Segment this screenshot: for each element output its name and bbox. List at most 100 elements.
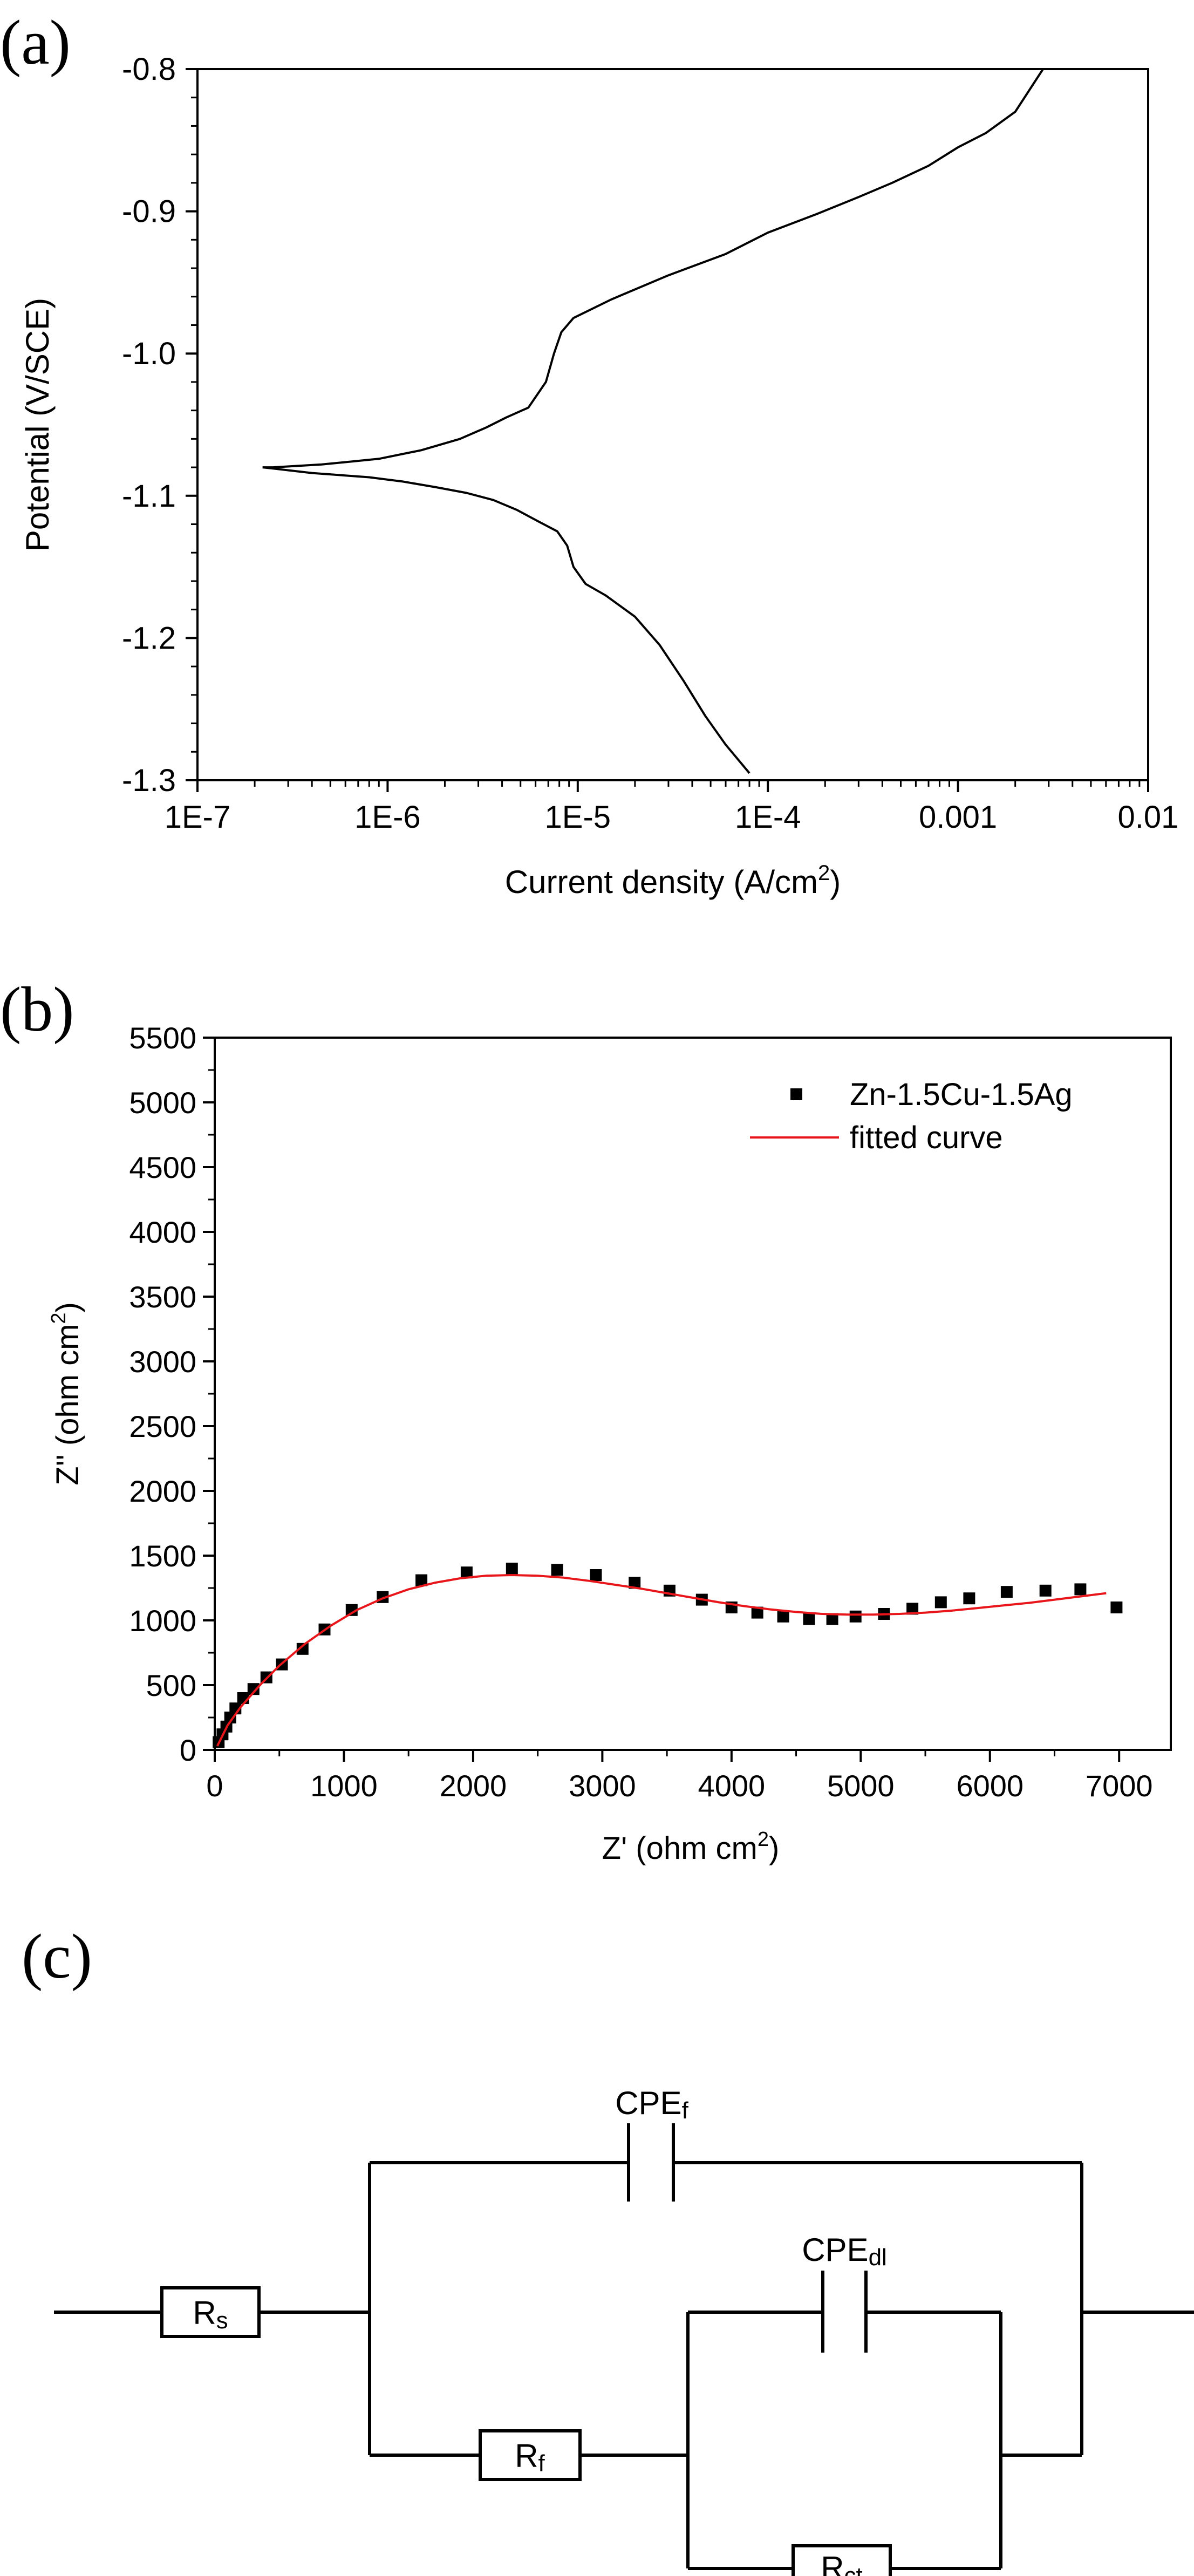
chart-b-data-point bbox=[224, 1712, 236, 1723]
chart-a-ytick-label: -1.0 bbox=[122, 336, 176, 371]
legend-marker-data bbox=[790, 1088, 802, 1100]
chart-b-xtick-label: 3000 bbox=[569, 1769, 636, 1803]
chart-b-xtick-label: 0 bbox=[206, 1769, 223, 1803]
chart-b-ytick-label: 3500 bbox=[129, 1280, 196, 1314]
panel-c-label: (c) bbox=[22, 1921, 92, 1992]
chart-b-xtick-label: 2000 bbox=[440, 1769, 507, 1803]
chart-b-data-point bbox=[247, 1683, 260, 1695]
chart-b-xtick-label: 4000 bbox=[698, 1769, 766, 1803]
chart-a-ytick-label: -0.8 bbox=[122, 52, 176, 87]
chart-a-xtick-label: 1E-7 bbox=[165, 800, 231, 835]
chart-b-ylabel-sup: 2 bbox=[47, 1312, 70, 1324]
chart-b-data-point bbox=[1074, 1583, 1087, 1596]
chart-b-ytick-label: 0 bbox=[180, 1733, 196, 1767]
chart-b-frame bbox=[214, 1037, 1172, 1751]
chart-b-xlabel-main: Z' (ohm cm bbox=[602, 1831, 758, 1866]
chart-b-ytick-label: 1500 bbox=[129, 1539, 196, 1573]
label-rf-sub: f bbox=[538, 2450, 545, 2477]
chart-b-data-point bbox=[849, 1610, 862, 1623]
chart-b-ytick-label: 500 bbox=[146, 1668, 196, 1702]
chart-a-xtick-label: 1E-6 bbox=[354, 800, 421, 835]
equivalent-circuit bbox=[54, 2123, 1194, 2576]
chart-a-xtick-label: 0.001 bbox=[919, 800, 997, 835]
chart-b-ytick-label: 3000 bbox=[129, 1345, 196, 1379]
label-rf-main: R bbox=[515, 2438, 538, 2474]
chart-b-ytick-label: 2000 bbox=[129, 1474, 196, 1508]
chart-b-data-point bbox=[906, 1603, 919, 1615]
legend-label-fit: fitted curve bbox=[850, 1120, 1003, 1155]
chart-a-ytick-label: -1.2 bbox=[122, 621, 176, 656]
chart-b-data-point bbox=[551, 1564, 563, 1576]
chart-a-ytick-label: -0.9 bbox=[122, 194, 176, 229]
chart-b-data-point bbox=[415, 1574, 428, 1586]
chart-b-ytick-label: 2500 bbox=[129, 1409, 196, 1443]
label-rct-sub: ct bbox=[844, 2563, 863, 2576]
chart-b-data-point bbox=[629, 1577, 641, 1589]
chart-b-data-point bbox=[345, 1604, 358, 1616]
chart-a-xlabel-main: Current density (A/cm bbox=[505, 864, 818, 900]
chart-b-legend: Zn-1.5Cu-1.5Ag fitted curve bbox=[750, 1077, 1073, 1155]
chart-b-series bbox=[213, 1563, 1123, 1748]
nyquist-chart: 0 1000 2000 3000 4000 5000 6000 7000 0 500 1000 150… bbox=[47, 1021, 1172, 1866]
chart-b-xlabel: Z' (ohm cm2) bbox=[602, 1828, 780, 1866]
chart-b-data-point bbox=[826, 1613, 838, 1625]
chart-a-ytick-label: -1.1 bbox=[122, 479, 176, 514]
chart-b-xtick-label: 7000 bbox=[1086, 1769, 1153, 1803]
label-rs-sub: s bbox=[216, 2307, 228, 2334]
chart-b-xlabel-sup: 2 bbox=[758, 1828, 769, 1851]
chart-b-ytick-label: 5000 bbox=[129, 1086, 196, 1120]
chart-b-ylabel-main: Z'' (ohm cm bbox=[50, 1324, 85, 1485]
panel-a-label: (a) bbox=[0, 7, 71, 78]
chart-a-xtick-label: 0.01 bbox=[1118, 800, 1179, 835]
label-rs-main: R bbox=[193, 2295, 216, 2331]
chart-b-ytick-label: 1000 bbox=[129, 1604, 196, 1638]
label-rs: Rs bbox=[193, 2295, 228, 2334]
label-cpe-f-sub: f bbox=[682, 2097, 689, 2124]
chart-b-data-point bbox=[1039, 1584, 1052, 1597]
chart-a-xlabel-tail: ) bbox=[830, 864, 841, 900]
chart-a-ylabel: Potential (V/SCE) bbox=[19, 298, 56, 551]
chart-a-ticks: 1E-7 1E-6 1E-5 1E-4 0.001 0.01 -1.3 -1.2 -1.1 -1.… bbox=[122, 52, 1178, 835]
chart-b-data-point bbox=[296, 1643, 309, 1655]
chart-b-ytick-label: 4000 bbox=[129, 1215, 196, 1249]
label-cpe-f: CPEf bbox=[615, 2085, 688, 2124]
chart-b-data-point bbox=[934, 1596, 947, 1609]
chart-a-xtick-label: 1E-4 bbox=[735, 800, 801, 835]
chart-b-data-point bbox=[460, 1566, 473, 1579]
chart-a-frame bbox=[196, 68, 1149, 781]
chart-b-data-point bbox=[506, 1563, 518, 1575]
chart-a-cathodic-branch bbox=[262, 466, 750, 774]
label-cpe-dl-sub: dl bbox=[869, 2244, 887, 2271]
chart-b-data-point bbox=[590, 1569, 602, 1581]
label-rct-main: R bbox=[821, 2550, 844, 2576]
chart-b-ylabel-tail: ) bbox=[50, 1302, 85, 1312]
chart-b-data-point bbox=[963, 1592, 975, 1605]
chart-b-data-point bbox=[777, 1610, 789, 1623]
chart-b-xlabel-tail: ) bbox=[769, 1831, 779, 1866]
resistor-rct bbox=[792, 2544, 892, 2576]
chart-a-xtick-label: 1E-5 bbox=[545, 800, 611, 835]
label-rct: Rct bbox=[821, 2550, 863, 2576]
chart-b-ytick-label: 5500 bbox=[129, 1021, 196, 1055]
chart-b-data-point bbox=[1000, 1586, 1013, 1598]
chart-a-anodic-branch bbox=[262, 68, 1044, 469]
panel-b-label: (b) bbox=[0, 974, 74, 1045]
chart-b-xtick-label: 1000 bbox=[310, 1769, 378, 1803]
label-cpe-dl-main: CPE bbox=[802, 2232, 868, 2268]
chart-b-xtick-label: 5000 bbox=[827, 1769, 895, 1803]
chart-b-data-point bbox=[1110, 1602, 1123, 1613]
chart-a-xlabel-sup: 2 bbox=[818, 861, 830, 885]
chart-b-ticks: 0 1000 2000 3000 4000 5000 6000 7000 0 500 1000 150… bbox=[129, 1021, 1152, 1803]
chart-a-series bbox=[262, 68, 1044, 774]
chart-a-ytick-label: -1.3 bbox=[122, 763, 176, 798]
chart-b-data-point bbox=[751, 1606, 763, 1619]
chart-b-ytick-label: 4500 bbox=[129, 1150, 196, 1184]
chart-b-ylabel: Z'' (ohm cm2) bbox=[47, 1302, 85, 1485]
label-rf: Rf bbox=[515, 2438, 545, 2477]
polarization-chart: 1E-7 1E-6 1E-5 1E-4 0.001 0.01 -1.3 -1.2 -1.1 -1.… bbox=[19, 52, 1178, 900]
chart-b-fitted-curve bbox=[216, 1574, 1107, 1747]
chart-a-xlabel: Current density (A/cm2) bbox=[505, 861, 841, 900]
legend-label-data: Zn-1.5Cu-1.5Ag bbox=[850, 1077, 1073, 1112]
chart-b-xtick-label: 6000 bbox=[956, 1769, 1024, 1803]
